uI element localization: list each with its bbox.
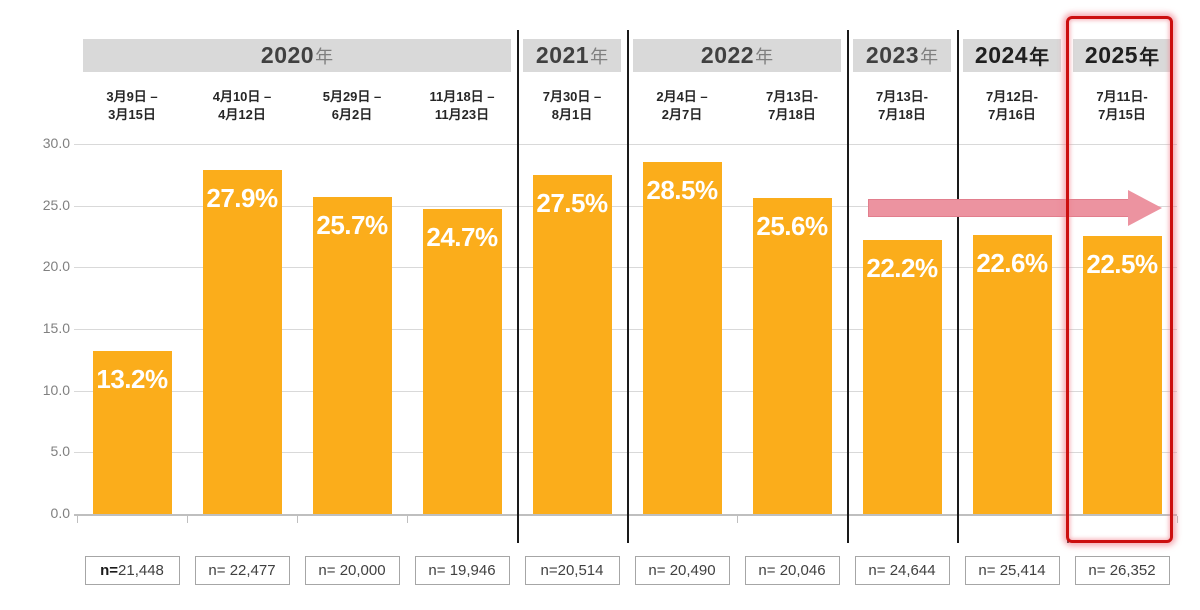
sample-size-box: n= 20,046 bbox=[744, 556, 840, 585]
y-axis-tick-label: 5.0 bbox=[50, 443, 70, 459]
x-axis-tick bbox=[297, 516, 298, 523]
year-group-divider bbox=[627, 30, 629, 543]
year-suffix-label: 年 bbox=[1139, 47, 1160, 69]
y-axis-tick-label: 30.0 bbox=[42, 135, 70, 151]
bar-2020-27.9%: 27.9% bbox=[202, 170, 282, 514]
bar-value-label: 22.5% bbox=[1086, 249, 1158, 279]
bar-value-label: 24.7% bbox=[426, 222, 498, 252]
gridline-20.0 bbox=[74, 267, 1177, 268]
year-label: 2023 bbox=[865, 42, 920, 68]
survey-date-range: 7月30日 – 8月1日 bbox=[542, 89, 602, 122]
bar-2020-24.7%: 24.7% bbox=[422, 209, 502, 514]
bar-value-label: 22.2% bbox=[866, 253, 938, 283]
y-axis-tick-label: 10.0 bbox=[42, 382, 70, 398]
sample-size-box: n= 20,000 bbox=[304, 556, 400, 585]
survey-date-range: 7月11日- 7月15日 bbox=[1096, 89, 1148, 122]
year-group-divider bbox=[517, 30, 519, 543]
trend-arrow-head-icon bbox=[1128, 190, 1162, 226]
bar-value-label: 13.2% bbox=[96, 364, 168, 394]
y-axis-tick-label: 0.0 bbox=[50, 505, 70, 521]
bar-2020-13.2%: 13.2% bbox=[92, 351, 172, 514]
gridline-25.0 bbox=[74, 206, 1177, 207]
year-group-divider bbox=[847, 30, 849, 543]
gridline-5.0 bbox=[74, 452, 1177, 453]
bar-value-label: 25.7% bbox=[316, 210, 388, 240]
x-axis-tick bbox=[737, 516, 738, 523]
year-label: 2021 bbox=[535, 42, 590, 68]
bar-value-label: 27.9% bbox=[206, 183, 278, 213]
sample-size-box: n= 24,644 bbox=[854, 556, 950, 585]
year-suffix-label: 年 bbox=[920, 46, 939, 67]
bar-2023-22.2%: 22.2% bbox=[862, 240, 942, 514]
bar-2021-27.5%: 27.5% bbox=[532, 175, 612, 514]
survey-date-range: 5月29日 – 6月2日 bbox=[322, 89, 382, 122]
year-header-2021: 2021 年 bbox=[523, 39, 621, 72]
y-axis-tick-label: 20.0 bbox=[42, 258, 70, 274]
year-header-2020: 2020 年 bbox=[83, 39, 511, 72]
sample-size-box: n=20,514 bbox=[524, 556, 620, 585]
year-label: 2025 bbox=[1084, 42, 1139, 68]
sample-size-box: n= 20,490 bbox=[634, 556, 730, 585]
year-header-2025: 2025 年 bbox=[1073, 39, 1171, 72]
survey-date-range: 11月18日 – 11月23日 bbox=[429, 89, 495, 122]
x-axis-tick bbox=[407, 516, 408, 523]
sample-size-box: n= 25,414 bbox=[964, 556, 1060, 585]
bar-2020-25.7%: 25.7% bbox=[312, 197, 392, 514]
sample-size-prefix: n= bbox=[100, 562, 119, 579]
x-axis-line bbox=[74, 514, 1177, 516]
survey-date-range: 3月9日 – 3月15日 bbox=[106, 89, 158, 122]
sample-size-box: n= 21,448 bbox=[84, 556, 180, 585]
year-header-2024: 2024 年 bbox=[963, 39, 1061, 72]
year-label: 2020 bbox=[260, 42, 315, 68]
bar-value-label: 25.6% bbox=[756, 211, 828, 241]
x-axis-tick bbox=[77, 516, 78, 523]
gridline-10.0 bbox=[74, 391, 1177, 392]
sample-size-box: n= 19,946 bbox=[414, 556, 510, 585]
gridline-15.0 bbox=[74, 329, 1177, 330]
year-label: 2022 bbox=[700, 42, 755, 68]
year-group-divider bbox=[957, 30, 959, 543]
year-header-2023: 2023 年 bbox=[853, 39, 951, 72]
survey-date-range: 7月13日- 7月18日 bbox=[765, 89, 819, 122]
survey-date-range: 7月12日- 7月16日 bbox=[985, 89, 1039, 122]
bar-2024-22.6%: 22.6% bbox=[972, 235, 1052, 514]
bar-2025-22.5%: 22.5% bbox=[1082, 236, 1162, 514]
year-suffix-label: 年 bbox=[755, 46, 774, 67]
year-group-divider bbox=[1067, 30, 1069, 543]
year-suffix-label: 年 bbox=[590, 46, 609, 67]
survey-date-range: 7月13日- 7月18日 bbox=[875, 89, 929, 122]
survey-date-range: 4月10日 – 4月12日 bbox=[212, 89, 272, 122]
gridline-30.0 bbox=[74, 144, 1177, 145]
y-axis-tick-label: 15.0 bbox=[42, 320, 70, 336]
bar-value-label: 27.5% bbox=[536, 188, 608, 218]
trend-arrow-shaft bbox=[868, 199, 1130, 217]
year-label: 2024 bbox=[974, 42, 1029, 68]
sample-size-box: n= 26,352 bbox=[1074, 556, 1170, 585]
bar-2022-28.5%: 28.5% bbox=[642, 162, 722, 514]
year-suffix-label: 年 bbox=[315, 46, 334, 67]
bar-value-label: 22.6% bbox=[976, 248, 1048, 278]
bar-2022-25.6%: 25.6% bbox=[752, 198, 832, 514]
x-axis-tick bbox=[1177, 516, 1178, 523]
x-axis-tick bbox=[187, 516, 188, 523]
y-axis-tick-label: 25.0 bbox=[42, 197, 70, 213]
sample-size-box: n= 22,477 bbox=[194, 556, 290, 585]
year-header-2022: 2022 年 bbox=[633, 39, 841, 72]
bar-value-label: 28.5% bbox=[646, 175, 718, 205]
survey-date-range: 2月4日 – 2月7日 bbox=[656, 89, 708, 122]
year-suffix-label: 年 bbox=[1029, 47, 1050, 69]
